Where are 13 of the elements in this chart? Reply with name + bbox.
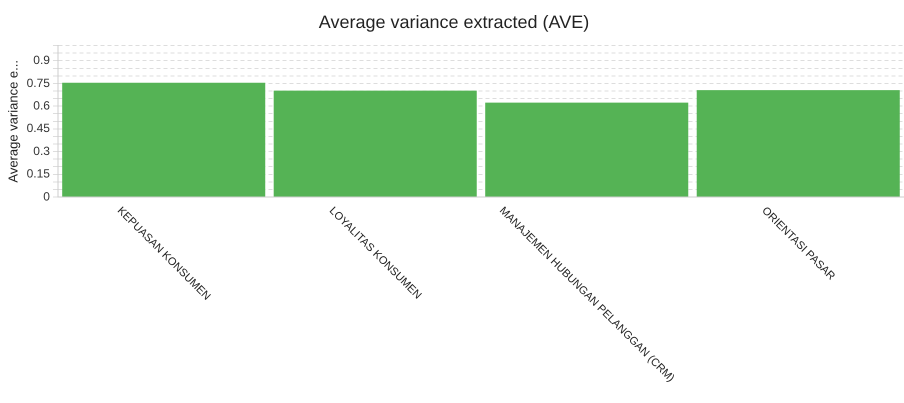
y-tick-label: 0 [43,189,50,204]
y-tick-label: 0.6 [33,98,50,112]
bar [696,90,900,196]
bar [274,90,477,196]
y-tick-label: 0.45 [26,121,50,136]
y-tick-label: 0.3 [33,144,50,158]
chart-title: Average variance extracted (AVE) [318,12,590,32]
y-tick-label: 0.9 [33,53,50,68]
bar [485,102,688,196]
y-tick-label: 0.75 [26,76,50,90]
y-axis-title: Average variance e... [5,60,20,183]
bar [62,82,266,196]
y-tick-label: 0.15 [26,166,50,181]
